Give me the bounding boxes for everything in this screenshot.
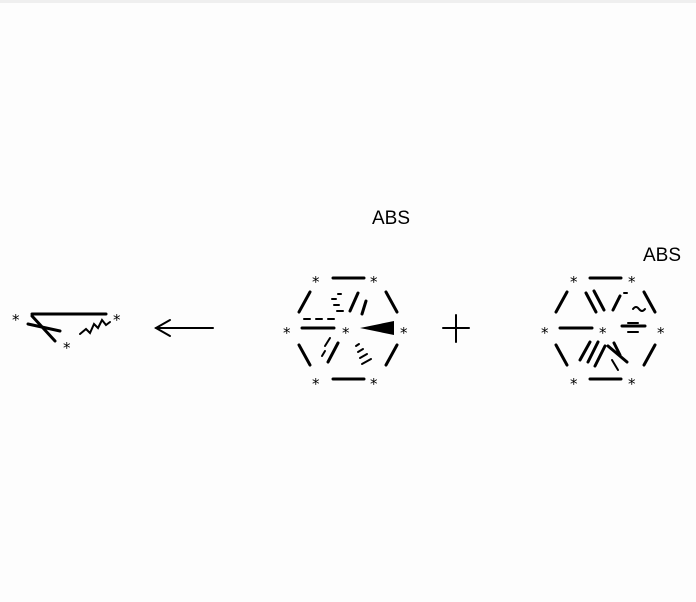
abs-label: ABS	[372, 208, 410, 229]
atom-marker: *	[628, 273, 636, 291]
inner-dash	[324, 337, 331, 347]
product-bond-cross	[26, 322, 62, 333]
inner-dash	[611, 359, 619, 371]
top-border	[0, 0, 696, 3]
reactant-2-structure: * * * * * * *	[541, 273, 665, 393]
inner-dash	[321, 350, 326, 357]
atom-marker: *	[113, 311, 121, 329]
ring-bond	[384, 343, 399, 367]
atom-marker: *	[599, 324, 607, 342]
ring-bond	[642, 343, 657, 367]
inner-bond	[612, 341, 622, 357]
inner-bond	[326, 341, 340, 364]
ring-bond	[554, 290, 569, 314]
inner-bond	[360, 299, 368, 316]
inner-bond	[593, 344, 607, 368]
hash-line	[361, 358, 372, 365]
ring-bond	[297, 290, 312, 314]
atom-marker: *	[283, 324, 291, 342]
atom-marker: *	[342, 324, 350, 342]
atom-marker: *	[312, 375, 320, 393]
atom-marker: *	[400, 324, 408, 342]
inner-bond	[611, 294, 622, 312]
atom-marker: *	[63, 339, 71, 357]
ring-bond	[642, 290, 657, 314]
inner-bond	[578, 340, 592, 362]
atom-marker: *	[12, 311, 20, 329]
ring-bond	[554, 343, 569, 367]
atom-marker: *	[657, 324, 665, 342]
atom-marker: *	[370, 375, 378, 393]
inner-bond	[584, 291, 598, 314]
abs-label: ABS	[643, 245, 681, 266]
atom-marker: *	[312, 273, 320, 291]
inner-bond	[592, 289, 606, 312]
ring-bond	[384, 290, 399, 314]
atom-marker: *	[370, 273, 378, 291]
reactant-1-structure: * * * * * * *	[283, 273, 408, 393]
atom-marker: *	[541, 324, 549, 342]
atom-marker: *	[570, 273, 578, 291]
inner-bond	[586, 340, 600, 364]
ring-bond	[297, 343, 312, 367]
solid-wedge	[360, 321, 394, 335]
inner-bond	[348, 291, 360, 313]
plus-sign	[442, 314, 470, 343]
atom-marker: *	[628, 375, 636, 393]
inner-bond	[606, 344, 629, 364]
product-wavy-bond	[79, 318, 111, 335]
reaction-arrow	[153, 319, 214, 337]
wavy-bond	[632, 306, 646, 312]
hash-line	[355, 343, 360, 347]
arrow-head	[153, 319, 171, 337]
atom-marker: *	[570, 375, 578, 393]
product-fragment: * * *	[12, 311, 121, 357]
hash-line	[359, 353, 368, 359]
hash-line	[357, 348, 364, 353]
